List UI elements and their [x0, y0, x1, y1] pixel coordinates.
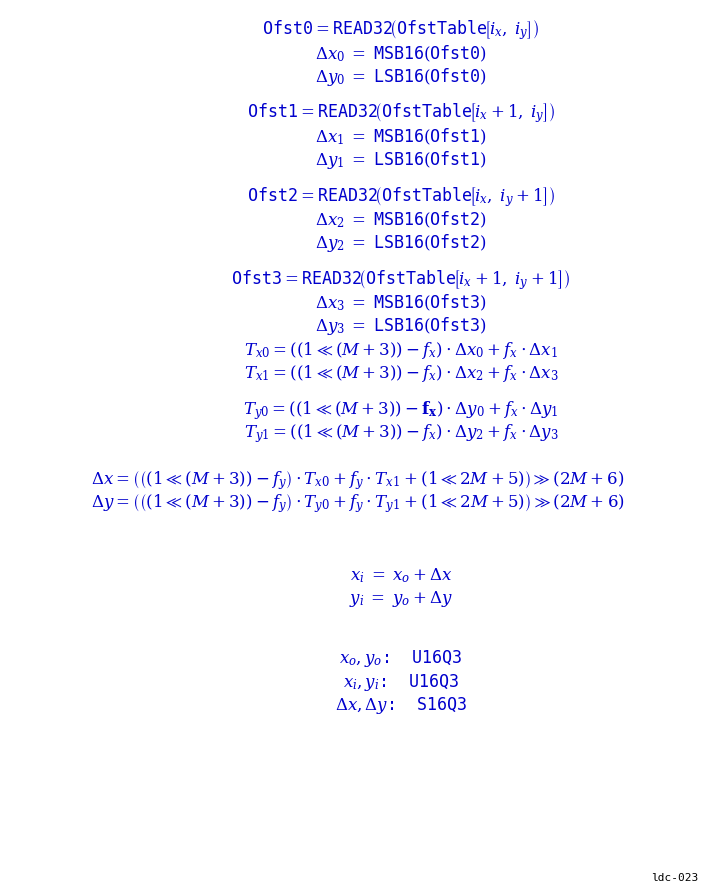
- Text: $\Delta y_1 \;=\; \mathtt{LSB16}(\mathtt{Ofst1})$: $\Delta y_1 \;=\; \mathtt{LSB16}(\mathtt…: [315, 149, 487, 171]
- Text: $x_i \;=\; x_o + \Delta x$: $x_i \;=\; x_o + \Delta x$: [349, 567, 453, 585]
- Text: $\Delta x_0 \;=\; \mathtt{MSB16}(\mathtt{Ofst0})$: $\Delta x_0 \;=\; \mathtt{MSB16}(\mathtt…: [315, 44, 487, 63]
- Text: $\Delta x, \Delta y$:  S16Q3: $\Delta x, \Delta y$: S16Q3: [335, 695, 467, 716]
- Text: $\Delta y_0 \;=\; \mathtt{LSB16}(\mathtt{Ofst0})$: $\Delta y_0 \;=\; \mathtt{LSB16}(\mathtt…: [315, 66, 487, 88]
- Text: $T_{x0} = \left(\left(1 \ll (M+3)\right) - f_x\right) \cdot \Delta x_0 + f_x \cd: $T_{x0} = \left(\left(1 \ll (M+3)\right)…: [244, 340, 558, 361]
- Text: $\mathtt{Ofst0} = \mathtt{READ32}\!\left(\mathtt{OfstTable}\!\left[i_x,\; i_y\ri: $\mathtt{Ofst0} = \mathtt{READ32}\!\left…: [263, 19, 539, 42]
- Text: $T_{x1} = \left(\left(1 \ll (M+3)\right) - f_x\right) \cdot \Delta x_2 + f_x \cd: $T_{x1} = \left(\left(1 \ll (M+3)\right)…: [243, 363, 558, 384]
- Text: $x_i, y_i$:  U16Q3: $x_i, y_i$: U16Q3: [343, 671, 459, 693]
- Text: $\Delta x_1 \;=\; \mathtt{MSB16}(\mathtt{Ofst1})$: $\Delta x_1 \;=\; \mathtt{MSB16}(\mathtt…: [315, 127, 487, 147]
- Text: $\mathtt{Ofst2} = \mathtt{READ32}\!\left(\mathtt{OfstTable}\!\left[i_x,\; i_y + : $\mathtt{Ofst2} = \mathtt{READ32}\!\left…: [247, 185, 555, 208]
- Text: $\mathtt{Ofst3} = \mathtt{READ32}\!\left(\mathtt{OfstTable}\!\left[i_x + 1,\; i_: $\mathtt{Ofst3} = \mathtt{READ32}\!\left…: [231, 268, 571, 291]
- Text: $\Delta x_3 \;=\; \mathtt{MSB16}(\mathtt{Ofst3})$: $\Delta x_3 \;=\; \mathtt{MSB16}(\mathtt…: [315, 293, 487, 313]
- Text: $\Delta y_2 \;=\; \mathtt{LSB16}(\mathtt{Ofst2})$: $\Delta y_2 \;=\; \mathtt{LSB16}(\mathtt…: [315, 232, 487, 254]
- Text: ldc-023: ldc-023: [651, 873, 698, 883]
- Text: $\Delta x_2 \;=\; \mathtt{MSB16}(\mathtt{Ofst2})$: $\Delta x_2 \;=\; \mathtt{MSB16}(\mathtt…: [315, 210, 487, 230]
- Text: $\Delta y_3 \;=\; \mathtt{LSB16}(\mathtt{Ofst3})$: $\Delta y_3 \;=\; \mathtt{LSB16}(\mathtt…: [315, 316, 487, 337]
- Text: $\Delta y = \left(\left(\left(1 \ll (M+3)\right) - f_y\right) \cdot T_{y0} + f_y: $\Delta y = \left(\left(\left(1 \ll (M+3…: [91, 492, 625, 515]
- Text: $T_{y1} = \left(\left(1 \ll (M+3)\right) - f_x\right) \cdot \Delta y_2 + f_x \cd: $T_{y1} = \left(\left(1 \ll (M+3)\right)…: [243, 422, 558, 445]
- Text: $x_o, y_o$:  U16Q3: $x_o, y_o$: U16Q3: [339, 648, 463, 670]
- Text: $y_i \;=\; y_o + \Delta y$: $y_i \;=\; y_o + \Delta y$: [349, 589, 453, 609]
- Text: $\mathtt{Ofst1} = \mathtt{READ32}\!\left(\mathtt{OfstTable}\!\left[i_x + 1,\; i_: $\mathtt{Ofst1} = \mathtt{READ32}\!\left…: [247, 102, 555, 125]
- Text: $\Delta x = \left(\left(\left(1 \ll (M+3)\right) - f_y\right) \cdot T_{x0} + f_y: $\Delta x = \left(\left(\left(1 \ll (M+3…: [91, 468, 625, 492]
- Text: $T_{y0} = \left(\left(1 \ll (M+3)\right) - \mathbf{f_x}\right) \cdot \Delta y_0 : $T_{y0} = \left(\left(1 \ll (M+3)\right)…: [243, 399, 558, 422]
